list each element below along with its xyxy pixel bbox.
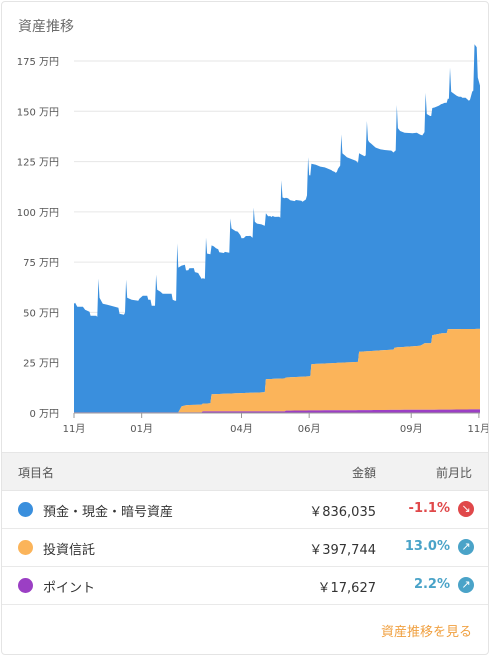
table-row[interactable]: 預金・現金・暗号資産 ￥836,035 -1.1% ↘	[2, 491, 488, 529]
area-deposits	[74, 44, 480, 413]
x-tick-label: 04月	[230, 423, 253, 435]
arrow-up-right-icon: ↗	[458, 577, 474, 593]
row-amount: ￥836,035	[309, 505, 376, 520]
view-asset-trend-link[interactable]: 資産推移を見る	[380, 625, 472, 640]
arrow-down-right-icon: ↘	[458, 501, 474, 517]
header-item: 項目名	[18, 466, 55, 480]
area-series	[74, 44, 480, 414]
x-tick-label: 09月	[400, 423, 423, 435]
arrow-up-right-icon: ↗	[458, 539, 474, 555]
table-row[interactable]: 投資信託 ￥397,744 13.0% ↗	[2, 529, 488, 567]
row-amount: ￥17,627	[317, 581, 377, 596]
area-investment	[74, 328, 480, 413]
y-tick-label: 0 万円	[29, 409, 59, 420]
x-axis-ticks: 11月 01月 04月 06月 09月 11月	[63, 413, 488, 435]
x-tick-label: 06月	[298, 423, 321, 435]
y-tick-label: 25 万円	[23, 359, 59, 370]
legend-dot-icon	[18, 502, 33, 517]
header-amount: 金額	[351, 466, 376, 480]
x-tick-label: 11月	[468, 423, 488, 435]
header-change: 前月比	[435, 466, 472, 480]
x-tick-label: 01月	[130, 423, 153, 435]
legend-dot-icon	[18, 578, 33, 593]
y-tick-label: 125 万円	[17, 158, 59, 169]
y-tick-label: 150 万円	[17, 107, 59, 118]
row-amount: ￥397,744	[309, 543, 376, 558]
table-row[interactable]: ポイント ￥17,627 2.2% ↗	[2, 567, 488, 605]
row-name: 預金・現金・暗号資産	[43, 505, 174, 520]
row-change: 13.0%	[404, 539, 450, 554]
card-title: 資産推移	[18, 19, 74, 35]
y-axis-ticks: 0 万円 25 万円 50 万円 75 万円 100 万円 125 万円 150 万円 175…	[17, 57, 59, 420]
table-header: 項目名 金額 前月比	[2, 452, 488, 491]
legend-dot-icon	[18, 540, 33, 555]
row-name: 投資信託	[43, 543, 96, 558]
y-tick-label: 175 万円	[17, 57, 59, 68]
row-change: 2.2%	[413, 577, 450, 592]
area-points	[74, 409, 480, 413]
row-name: ポイント	[43, 581, 96, 596]
x-tick-label: 11月	[63, 423, 86, 435]
y-tick-label: 100 万円	[17, 208, 59, 219]
row-change: -1.1%	[408, 501, 450, 516]
y-tick-label: 50 万円	[23, 308, 59, 319]
y-tick-label: 75 万円	[23, 258, 59, 269]
asset-trend-chart: 0 万円 25 万円 50 万円 75 万円 100 万円 125 万円 150 万円 175…	[17, 44, 488, 435]
